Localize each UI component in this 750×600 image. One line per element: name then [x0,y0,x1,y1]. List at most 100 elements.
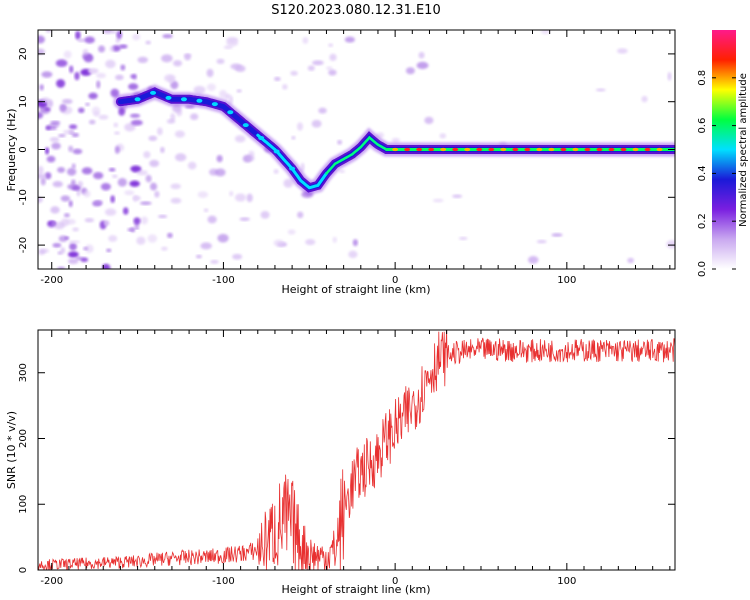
ridge-peak [150,90,157,95]
spectrogram-cell [108,167,116,172]
spectrogram-cell [116,30,123,40]
spectrogram-cell [38,249,46,255]
spectrogram-cell [56,79,66,88]
spectrogram-cell [68,200,73,208]
spectrogram-cell [67,258,79,265]
spectrogram-cell [102,263,111,269]
spectrogram-cell [149,182,158,191]
x-tick-label: -200 [40,576,63,587]
spectrogram-cell [115,74,124,81]
spectrogram-cell [416,61,429,70]
spectrogram-cell [106,248,112,253]
ridge-peak [500,147,507,152]
spectrogram-cell [391,137,400,143]
spectrogram-cell [418,51,425,59]
spectrogram-cell [458,236,468,240]
spectrogram-cell [162,34,173,39]
colorbar-tick-label: 0.4 [697,165,708,181]
spectrogram-cell [296,122,304,131]
spectrogram-cell [161,54,173,63]
spectrogram-cell [246,193,253,203]
spectrogram-cell [337,139,343,145]
spectrogram-cell [344,36,355,43]
ridge-peak [227,110,234,115]
spectrogram-cell [45,126,58,131]
spectrogram-cell [62,129,75,135]
spectrogram-cell [98,114,109,120]
spectrogram-cell [161,246,168,251]
spectrogram-cell [200,242,212,250]
ridge-peak [242,123,249,128]
spectrogram-cell [329,53,337,62]
ridge-peak [572,147,579,152]
spectrogram-cell [118,44,128,49]
spectrogram-cell [439,133,447,139]
spectrogram-cell [133,195,138,202]
ridge-peak [548,147,555,152]
spectrogram-cell [44,172,52,180]
spectrogram-cell [38,196,43,203]
spectrogram-cell [49,137,60,142]
ridge-peak [289,166,296,171]
spectrogram-cell [540,30,551,35]
spectrogram-cell [83,247,89,251]
spectrogram-cell [172,104,182,113]
spectrogram-cell [236,89,242,93]
spectrogram-cell [77,38,86,43]
snr-x-label: Height of straight line (km) [281,583,430,596]
spectrogram-cell [332,236,337,243]
spectrogram-cell [173,60,183,67]
spectrogram-cell [38,165,44,175]
spectrogram-cell [60,195,71,202]
spectrogram-cell [81,53,92,60]
spectrogram-cell [136,236,146,245]
ridge-peak [644,147,651,152]
ridge-peak [464,147,471,152]
spectrogram-cell [282,84,288,90]
spectrogram-cell [452,194,463,198]
spectrogram-cell [129,180,140,187]
spectrogram-cell [53,221,65,230]
spectrogram-cell [160,146,165,154]
spectrogram-cell [46,155,56,163]
spectrogram-cell [45,147,50,155]
spectrogram-cell [38,35,45,44]
spectrogram-cell [627,257,635,264]
spectrogram-cell [51,142,61,150]
spectrogram-cell [132,33,141,41]
spectrogram-cell [168,76,174,83]
spectrogram-cell [114,145,120,154]
spectrogram-cell [78,107,85,114]
spectrogram-cell [527,255,539,264]
spectrogram-cell [104,208,117,216]
y-tick-label: 100 [18,495,29,514]
spectrogram-cell [65,218,76,225]
spectrogram-cell [210,259,219,264]
spectrogram-cell [207,215,217,224]
spectrogram-cell [88,92,98,100]
spectrogram-cell [39,84,44,91]
ridge-peak [620,147,627,152]
spectrogram-cell [215,168,226,177]
spectrogram-cell [223,45,233,50]
spectrogram-cell [147,234,158,243]
spectrogram-cell [96,72,106,79]
spectrogram-cell [187,161,197,170]
spectrogram-cell [44,107,50,111]
spectrogram-cell [52,181,63,188]
colorbar-tick-label: 0.0 [697,261,708,277]
spectrogram-cell [616,48,628,54]
ridge-peak [632,147,639,152]
spectrogram-cell [195,254,202,259]
spectrogram-cell [83,190,91,198]
spectrogram-cell [143,151,151,159]
spectrogram-cell [113,122,119,128]
spectrogram-cell [84,36,95,44]
spectrogram-cell [96,80,101,89]
spectrogram-cell [311,119,322,128]
spectrogram-cell [110,195,115,203]
spectrogram-cell [81,167,93,175]
spectrogram-cell [55,59,68,67]
spectrogram-cell [75,256,83,261]
